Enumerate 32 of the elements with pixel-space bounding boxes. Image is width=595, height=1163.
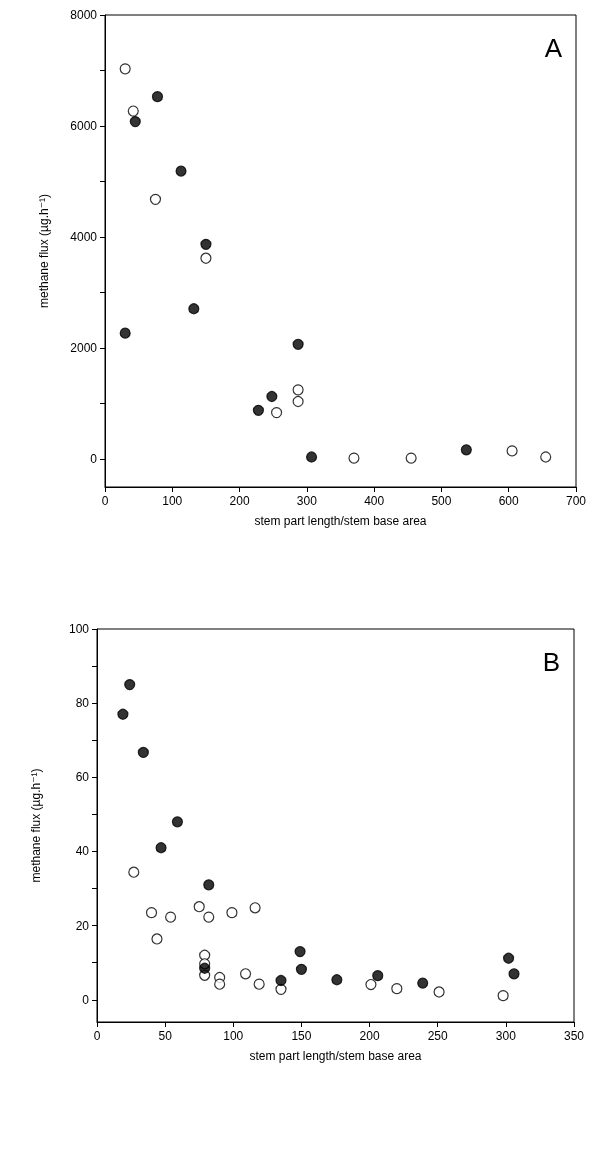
x-tick-label: 100 xyxy=(223,1029,244,1043)
x-tick-label: 50 xyxy=(158,1029,173,1043)
y-tick-label: 80 xyxy=(75,696,90,711)
x-axis-title: stem part length/stem base area xyxy=(249,1049,422,1063)
x-tick-label: 600 xyxy=(498,494,520,508)
y-axis-title: methane flux (µg.h⁻¹) xyxy=(37,194,51,308)
y-tick-label: 6000 xyxy=(70,119,98,134)
x-tick-label: 200 xyxy=(359,1029,380,1043)
x-tick-label: 250 xyxy=(427,1029,449,1043)
y-tick-label: 8000 xyxy=(70,8,98,22)
y-tick-label: 0 xyxy=(90,452,98,467)
y-tick-label: 20 xyxy=(75,918,90,933)
annotation: B xyxy=(542,647,560,677)
x-tick-label: 300 xyxy=(495,1029,517,1043)
x-tick-label: 200 xyxy=(229,494,250,508)
x-axis-title: stem part length/stem base area xyxy=(254,514,427,528)
y-tick-label: 60 xyxy=(75,770,90,785)
x-tick-label: 350 xyxy=(563,1029,585,1043)
x-tick-label: 700 xyxy=(565,494,587,508)
annotation: A xyxy=(544,33,563,63)
y-tick-label: 100 xyxy=(68,622,90,636)
y-axis-title: methane flux (µg.h⁻¹) xyxy=(29,768,43,883)
y-tick-label: 0 xyxy=(82,992,90,1007)
x-tick-label: 300 xyxy=(296,494,318,508)
x-tick-label: 400 xyxy=(364,494,385,508)
y-tick-label: 40 xyxy=(75,844,90,859)
y-tick-label: 2000 xyxy=(70,341,98,356)
x-tick-label: 0 xyxy=(101,494,109,508)
x-tick-label: 100 xyxy=(162,494,183,508)
y-tick-label: 4000 xyxy=(70,230,98,245)
x-tick-label: 150 xyxy=(291,1029,312,1043)
x-tick-label: 500 xyxy=(431,494,452,508)
